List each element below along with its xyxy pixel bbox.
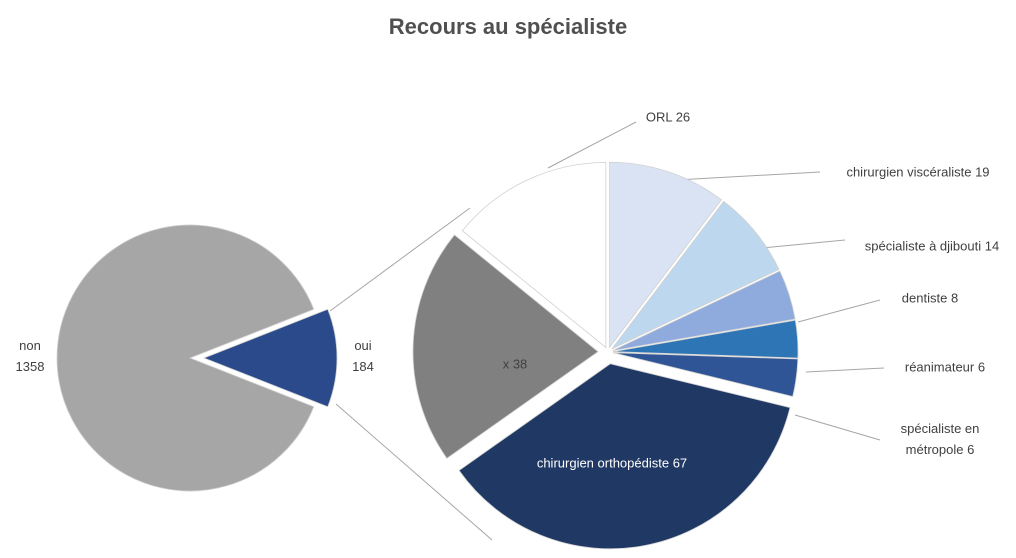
data-label: x 38 (500, 354, 530, 375)
label-part: 6 (967, 442, 975, 457)
label-part: chirurgien orthopédiste (536, 455, 670, 471)
label-part: 14 (984, 238, 1000, 254)
label-part: 8 (950, 290, 959, 306)
pie-slice (611, 200, 780, 350)
label-part: ORL (645, 109, 673, 125)
data-label: spécialiste à djibouti 14 (852, 236, 1012, 257)
label-part: 19 (975, 164, 990, 180)
leader-lines (329, 121, 885, 541)
pie-slice (458, 363, 791, 550)
label-part: non (19, 338, 41, 353)
label-part: oui (354, 338, 372, 353)
chart-title: Recours au spécialiste (388, 14, 628, 39)
data-label: spécialiste en métropole 6 (885, 418, 995, 460)
connector (335, 403, 493, 541)
data-label: chirurgien viscéraliste 19 (818, 162, 1016, 183)
pie-slice (612, 352, 799, 397)
label-part: 184 (352, 359, 374, 374)
leader-line (797, 299, 881, 323)
leader-line (675, 171, 821, 181)
label-part: spécialiste en métropole (900, 421, 980, 457)
data-label: dentiste 8 (880, 288, 980, 309)
pie-slice (412, 234, 599, 459)
data-label: réanimateur 6 (885, 357, 1005, 378)
leader-line (751, 239, 846, 250)
label-part: x (502, 356, 510, 372)
pie-slice (612, 319, 799, 359)
label-part: chirurgien viscéraliste (846, 164, 972, 180)
label-part: réanimateur (904, 359, 975, 375)
pie-slice (612, 270, 796, 351)
data-label: ORL 26 (628, 107, 708, 128)
pie-slice (609, 161, 722, 349)
leader-line (547, 121, 637, 169)
pie-slice (461, 162, 607, 349)
label-part: 26 (675, 109, 691, 125)
data-label: oui 184 (343, 335, 383, 377)
label-part: dentiste (901, 290, 948, 306)
label-part: 1358 (15, 359, 45, 374)
leader-line (805, 367, 885, 373)
connector (329, 207, 471, 312)
data-label: non 1358 (10, 335, 50, 377)
label-part: spécialiste à djibouti (864, 238, 982, 254)
label-part: 38 (512, 356, 528, 372)
data-label: chirurgien orthopédiste 67 (512, 453, 712, 474)
pie-slice (56, 224, 315, 492)
leader-line (794, 414, 881, 441)
label-part: 6 (977, 359, 986, 375)
label-part: 67 (672, 455, 688, 471)
pie-slice (202, 308, 338, 408)
